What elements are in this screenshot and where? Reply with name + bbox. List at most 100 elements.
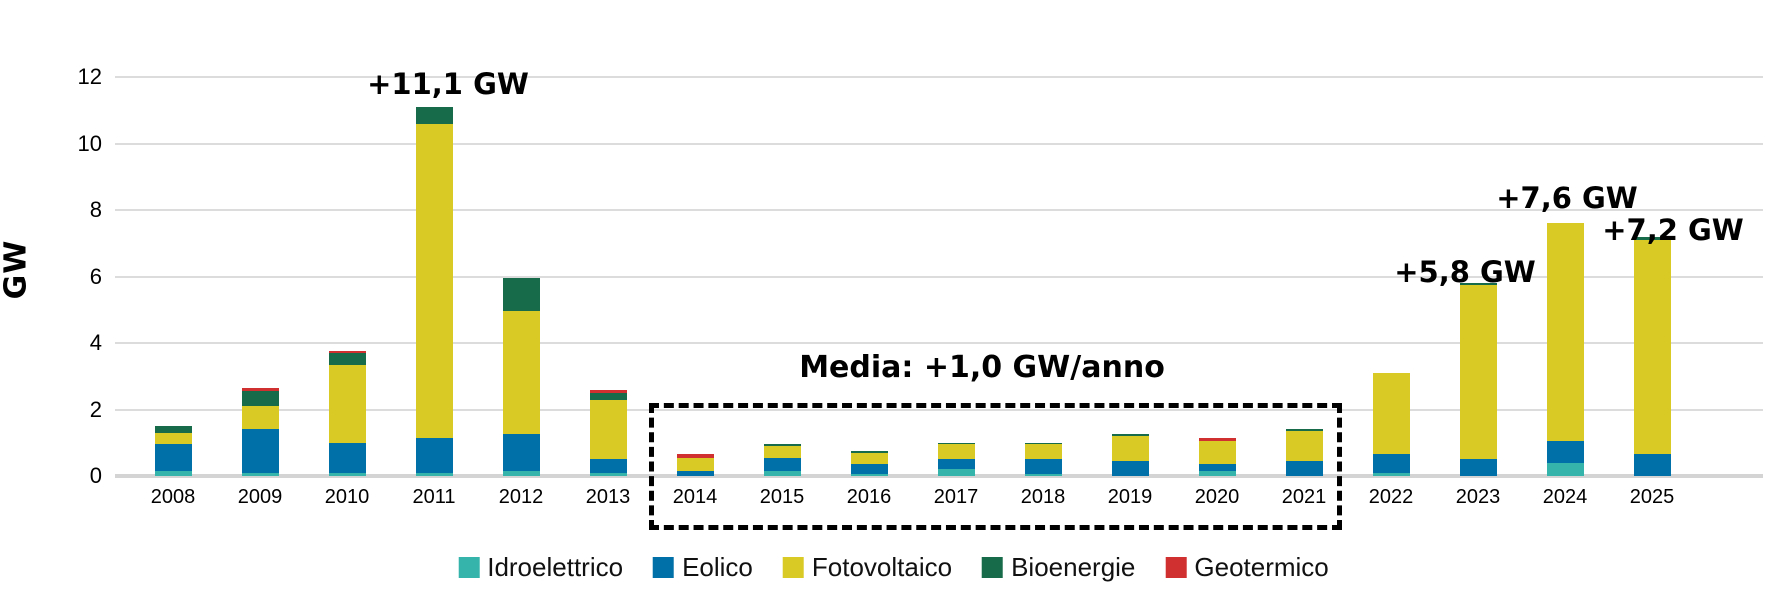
bar-segment-eolico-2011	[415, 437, 453, 473]
x-axis-tick-label: 2016	[846, 486, 892, 508]
bar-segment-bioenergie-2018	[1024, 442, 1062, 445]
legend-swatch-icon	[782, 557, 804, 578]
legend-label: Eolico	[682, 552, 753, 582]
bar-segment-fotovoltaico-2012	[502, 311, 540, 435]
bar-segment-bioenergie-2012	[502, 278, 540, 312]
bar-segment-idroelettrico-2011	[415, 472, 453, 476]
bar-segment-eolico-2016	[850, 464, 888, 475]
x-axis-tick-label: 2012	[498, 486, 544, 508]
media-annotation: Media: +1,0 GW/anno	[799, 350, 1165, 385]
bar-segment-eolico-2012	[502, 434, 540, 471]
gridline-10	[115, 142, 1763, 145]
bar-segment-eolico-2024	[1546, 441, 1584, 463]
bar-total-annotation-2023: +5,8 GW	[1394, 255, 1536, 290]
gridline-6	[115, 275, 1763, 278]
bar-segment-idroelettrico-2018	[1024, 474, 1062, 476]
x-axis-tick-label: 2019	[1107, 486, 1153, 508]
x-axis-tick-label: 2008	[150, 486, 196, 508]
bar-segment-idroelettrico-2012	[502, 471, 540, 476]
x-axis-tick-label: 2015	[759, 486, 805, 508]
gridline-2	[115, 408, 1763, 411]
bar-segment-eolico-2008	[154, 444, 192, 471]
x-axis-tick-label: 2023	[1455, 486, 1501, 508]
bar-segment-fotovoltaico-2015	[763, 446, 801, 458]
bar-segment-fotovoltaico-2016	[850, 452, 888, 465]
bar-segment-fotovoltaico-2020	[1198, 441, 1236, 465]
x-axis-tick-label: 2014	[672, 486, 718, 508]
bar-segment-idroelettrico-2010	[328, 472, 366, 476]
bar-segment-bioenergie-2025	[1633, 236, 1671, 240]
bar-segment-fotovoltaico-2014	[676, 457, 714, 471]
bar-segment-idroelettrico-2008	[154, 471, 192, 476]
legend-label: Geotermico	[1194, 552, 1329, 582]
legend-item-eolico: Eolico	[653, 552, 753, 583]
bar-segment-fotovoltaico-2011	[415, 123, 453, 438]
bar-segment-eolico-2017	[937, 459, 975, 470]
y-axis-tick-label: 10	[77, 130, 102, 156]
bar-segment-geotermico-2009	[241, 387, 279, 392]
legend-swatch-icon	[653, 557, 675, 578]
bar-segment-idroelettrico-2024	[1546, 462, 1584, 476]
bar-segment-idroelettrico-2017	[937, 469, 975, 476]
bar-segment-bioenergie-2015	[763, 444, 801, 447]
bar-segment-fotovoltaico-2018	[1024, 444, 1062, 460]
bar-segment-bioenergie-2023	[1459, 283, 1497, 285]
bar-segment-geotermico-2010	[328, 351, 366, 353]
legend-label: Fotovoltaico	[811, 552, 953, 582]
bar-segment-fotovoltaico-2023	[1459, 284, 1497, 460]
bar-segment-fotovoltaico-2019	[1111, 436, 1149, 462]
legend-item-bioenergie: Bioenergie	[982, 552, 1135, 583]
x-axis-tick-label: 2017	[933, 486, 979, 508]
bar-segment-eolico-2022	[1372, 454, 1410, 473]
bar-segment-eolico-2025	[1633, 454, 1671, 476]
bar-total-annotation-2011: +11,1 GW	[367, 66, 529, 101]
gridline-0	[115, 474, 1763, 478]
y-axis-tick-label: 6	[89, 263, 102, 289]
gridline-12	[115, 76, 1763, 78]
bar-segment-bioenergie-2021	[1285, 429, 1323, 432]
bar-segment-geotermico-2020	[1198, 437, 1236, 442]
bar-segment-geotermico-2013	[589, 389, 627, 393]
bar-segment-eolico-2021	[1285, 461, 1323, 476]
x-axis-tick-label: 2021	[1281, 486, 1327, 508]
bar-segment-eolico-2009	[241, 429, 279, 473]
bar-segment-bioenergie-2009	[241, 391, 279, 407]
bar-segment-fotovoltaico-2010	[328, 364, 366, 443]
media-highlight-box	[649, 403, 1342, 530]
bar-segment-fotovoltaico-2017	[937, 444, 975, 460]
y-axis-tick-label: 8	[89, 197, 102, 222]
legend-item-fotovoltaico: Fotovoltaico	[782, 552, 953, 583]
bar-segment-bioenergie-2017	[937, 442, 975, 445]
gridline-4	[115, 342, 1763, 344]
gridline-8	[115, 209, 1763, 211]
bar-segment-idroelettrico-2020	[1198, 471, 1236, 476]
bar-segment-fotovoltaico-2024	[1546, 223, 1584, 442]
legend-item-geotermico: Geotermico	[1165, 552, 1329, 583]
bar-total-annotation-2024: +7,6 GW	[1496, 181, 1638, 216]
bar-segment-bioenergie-2019	[1111, 434, 1149, 437]
bar-segment-fotovoltaico-2022	[1372, 372, 1410, 455]
x-axis-tick-label: 2010	[324, 486, 370, 508]
bar-segment-fotovoltaico-2025	[1633, 239, 1671, 455]
bar-segment-eolico-2020	[1198, 464, 1236, 471]
legend-swatch-icon	[1165, 557, 1187, 578]
bar-segment-eolico-2010	[328, 442, 366, 473]
bar-segment-idroelettrico-2016	[850, 474, 888, 476]
bar-segment-eolico-2014	[676, 471, 714, 476]
y-axis-title: GW	[0, 239, 34, 300]
legend-swatch-icon	[982, 557, 1004, 578]
y-axis-tick-label: 12	[77, 64, 102, 89]
y-axis-tick-label: 0	[89, 463, 102, 488]
bar-segment-eolico-2013	[589, 459, 627, 473]
legend-swatch-icon	[458, 557, 480, 578]
x-axis-tick-label: 2011	[412, 486, 456, 508]
bar-segment-fotovoltaico-2021	[1285, 431, 1323, 462]
bar-segment-idroelettrico-2015	[763, 471, 801, 476]
x-axis-tick-label: 2020	[1194, 486, 1240, 508]
legend-label: Bioenergie	[1011, 552, 1136, 582]
bar-segment-bioenergie-2016	[850, 451, 888, 453]
chart-legend: Idroelettrico Eolico Fotovoltaico Bioenergi…	[458, 552, 1329, 583]
bar-segment-bioenergie-2008	[154, 426, 192, 433]
x-axis-tick-label: 2009	[237, 486, 283, 508]
